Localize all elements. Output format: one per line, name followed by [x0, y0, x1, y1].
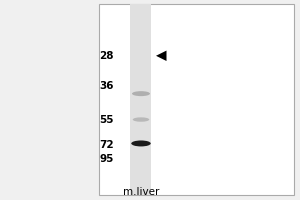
- Text: 28: 28: [100, 51, 114, 61]
- Ellipse shape: [131, 140, 151, 146]
- Ellipse shape: [133, 117, 149, 122]
- Polygon shape: [156, 51, 166, 61]
- FancyBboxPatch shape: [130, 4, 152, 195]
- Text: m.liver: m.liver: [123, 187, 159, 197]
- Text: 55: 55: [100, 115, 114, 125]
- Text: 36: 36: [100, 81, 114, 91]
- Ellipse shape: [132, 91, 150, 96]
- Text: 95: 95: [100, 154, 114, 164]
- Text: 72: 72: [99, 140, 114, 150]
- FancyBboxPatch shape: [99, 4, 294, 195]
